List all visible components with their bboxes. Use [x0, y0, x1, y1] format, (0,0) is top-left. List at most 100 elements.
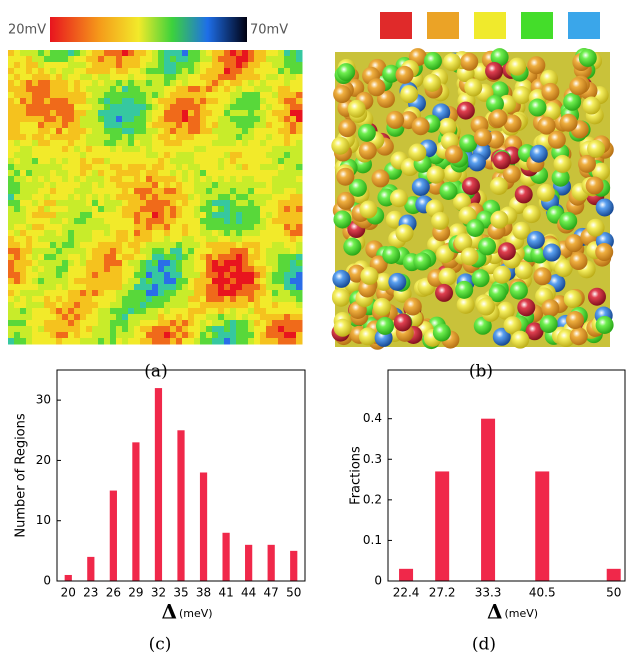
map-cell [50, 104, 57, 111]
map-cell [296, 98, 303, 105]
map-cell [80, 326, 87, 333]
map-cell [224, 194, 231, 201]
map-cell [50, 326, 57, 333]
map-cell [248, 272, 255, 279]
map-cell [248, 146, 255, 153]
map-cell [110, 116, 117, 123]
map-cell [92, 284, 99, 291]
map-cell [242, 284, 249, 291]
map-cell [68, 338, 75, 345]
map-cell [182, 254, 189, 261]
map-cell [212, 296, 219, 303]
map-cell [20, 200, 27, 207]
map-cell [182, 68, 189, 75]
map-cell [170, 152, 177, 159]
map-cell [14, 338, 21, 345]
map-cell [158, 260, 165, 267]
map-cell [104, 218, 111, 225]
map-cell [278, 128, 285, 135]
map-cell [212, 176, 219, 183]
map-cell [56, 332, 63, 339]
map-cell [212, 92, 219, 99]
map-cell [86, 314, 93, 321]
map-cell [152, 176, 159, 183]
map-cell [218, 254, 225, 261]
map-cell [206, 182, 213, 189]
sphere [400, 85, 419, 104]
map-cell [38, 206, 45, 213]
map-cell [134, 248, 141, 255]
map-cell [122, 188, 129, 195]
map-cell [86, 290, 93, 297]
sphere [525, 322, 544, 341]
map-cell [20, 146, 27, 153]
map-cell [68, 230, 75, 237]
map-cell [146, 308, 153, 315]
map-cell [254, 248, 261, 255]
map-cell [98, 260, 105, 267]
map-cell [284, 170, 291, 177]
map-cell [230, 338, 237, 345]
map-cell [80, 272, 87, 279]
map-cell [140, 332, 147, 339]
map-cell [20, 122, 27, 129]
map-cell [104, 296, 111, 303]
map-cell [182, 320, 189, 327]
map-cell [278, 338, 285, 345]
map-cell [296, 206, 303, 213]
map-cell [116, 110, 123, 117]
map-cell [92, 320, 99, 327]
map-cell [272, 212, 279, 219]
map-cell [134, 302, 141, 309]
map-cell [86, 62, 93, 69]
map-cell [32, 332, 39, 339]
map-cell [230, 128, 237, 135]
map-cell [254, 254, 261, 261]
map-cell [176, 248, 183, 255]
map-cell [92, 74, 99, 81]
map-cell [8, 170, 15, 177]
map-cell [44, 260, 51, 267]
map-cell [74, 56, 81, 63]
map-cell [8, 308, 15, 315]
map-cell [164, 260, 171, 267]
map-cell [74, 236, 81, 243]
map-cell [176, 230, 183, 237]
map-cell [224, 86, 231, 93]
map-cell [26, 260, 33, 267]
map-cell [158, 104, 165, 111]
sphere [386, 110, 405, 129]
map-cell [38, 200, 45, 207]
map-cell [266, 272, 273, 279]
map-cell [128, 56, 135, 63]
map-cell [164, 86, 171, 93]
map-cell [236, 278, 243, 285]
map-cell [38, 278, 45, 285]
map-cell [110, 176, 117, 183]
map-cell [26, 182, 33, 189]
map-cell [266, 86, 273, 93]
map-cell [266, 98, 273, 105]
map-cell [266, 248, 273, 255]
map-cell [188, 128, 195, 135]
map-cell [104, 152, 111, 159]
map-cell [44, 206, 51, 213]
map-cell [92, 260, 99, 267]
map-cell [206, 110, 213, 117]
map-cell [146, 242, 153, 249]
map-cell [68, 248, 75, 255]
map-cell [98, 176, 105, 183]
map-cell [164, 104, 171, 111]
map-cell [8, 332, 15, 339]
map-cell [98, 146, 105, 153]
map-cell [32, 284, 39, 291]
map-cell [152, 236, 159, 243]
map-cell [38, 254, 45, 261]
map-cell [14, 140, 21, 147]
map-cell [62, 86, 69, 93]
map-cell [32, 128, 39, 135]
map-cell [62, 332, 69, 339]
map-cell [278, 188, 285, 195]
map-cell [80, 278, 87, 285]
map-cell [164, 296, 171, 303]
